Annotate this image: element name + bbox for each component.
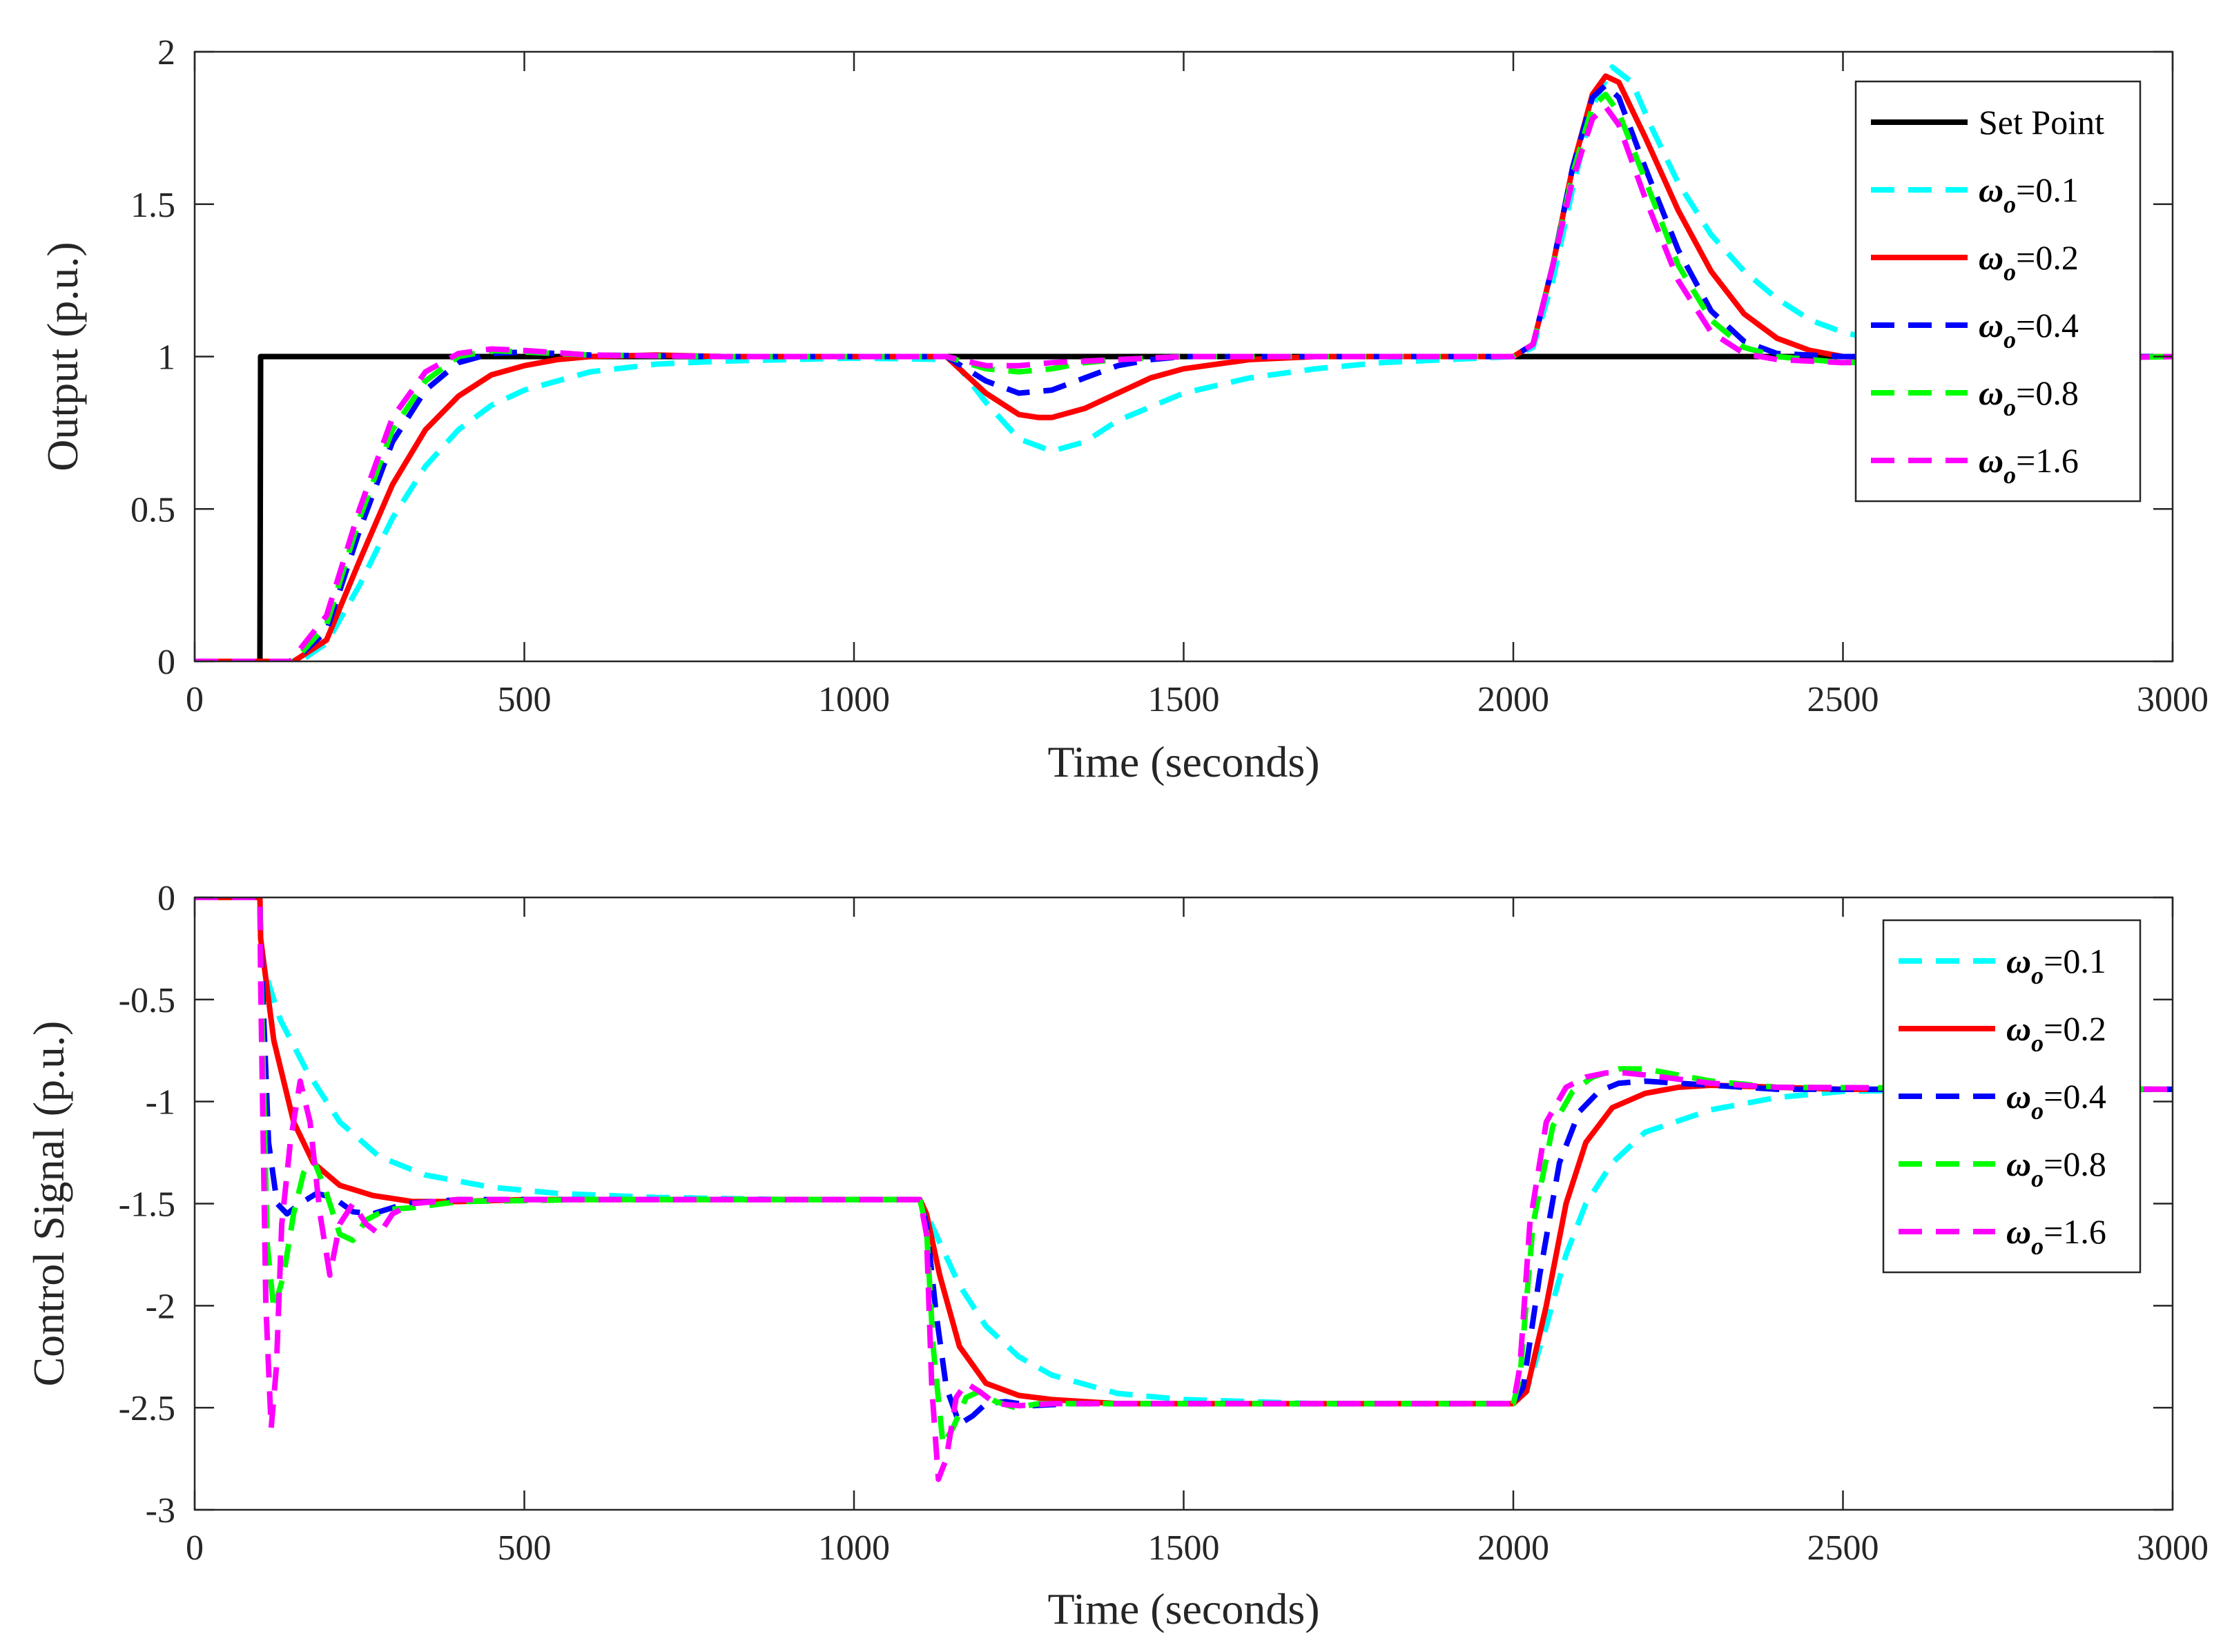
series-line: [195, 897, 2173, 1407]
series-line: [195, 73, 2173, 661]
x-tick-label: 2500: [1807, 680, 1879, 719]
series-group: [195, 64, 2173, 661]
y-tick-label: 1.5: [130, 186, 175, 225]
series-line: [195, 104, 2173, 661]
omega-symbol: ω: [1979, 441, 2003, 480]
x-tick-label: 1000: [818, 680, 890, 719]
chart-1: 0 500 1000 1500 2000 2500 3000 0 0.5 1 1.5 2 Time (s…: [38, 33, 2209, 786]
plot-area: [195, 897, 2173, 1510]
legend-value: =0.4: [2016, 306, 2079, 344]
y-tick-label: -1: [146, 1083, 175, 1123]
legend-value: =0.1: [2044, 942, 2106, 980]
legend-value: =0.2: [2016, 238, 2079, 277]
legend-box: [1854, 80, 2142, 503]
legend-entry: ωo=0.2: [1979, 238, 2079, 286]
omega-subscript: o: [2031, 962, 2044, 989]
y-tick-label: -1.5: [119, 1185, 175, 1225]
legend-entry: Set Point: [1979, 103, 2104, 142]
omega-subscript: o: [2031, 1029, 2044, 1057]
series-line: [195, 64, 2173, 661]
y-tick-label: -3: [146, 1491, 175, 1530]
legend-entry: ωo=0.1: [1979, 171, 2079, 218]
legend-entry: ωo=0.4: [2006, 1077, 2106, 1125]
y-axis-label: Control Signal (p.u.): [24, 1021, 73, 1387]
y-tick-label: 1: [157, 338, 175, 378]
legend-entry: ωo=0.8: [2006, 1145, 2106, 1192]
omega-subscript: o: [2031, 1232, 2044, 1260]
x-tick-label: 2000: [1477, 680, 1549, 719]
series-line: [195, 897, 2173, 1482]
legend-entry: ωo=0.1: [2006, 942, 2106, 989]
legend-entry: ωo=1.6: [1979, 441, 2079, 489]
y-axis-label: Output (p.u.): [38, 242, 87, 471]
legend-value: =1.6: [2044, 1212, 2106, 1251]
series-line: [195, 82, 2173, 661]
legend-entry: ωo=0.2: [2006, 1009, 2106, 1057]
legend-value: =1.6: [2016, 441, 2079, 480]
legend-value: =0.2: [2044, 1009, 2106, 1048]
omega-symbol: ω: [1979, 306, 2003, 344]
legend-entry: ωo=0.4: [1979, 306, 2079, 353]
x-axis-label: Time (seconds): [1047, 737, 1319, 786]
series-group: [195, 897, 2173, 1482]
x-tick-label: 2000: [1477, 1528, 1549, 1568]
x-tick-label: 1500: [1148, 1528, 1220, 1568]
legend: ωo=0.1ωo=0.2ωo=0.4ωo=0.8ωo=1.6: [1882, 919, 2142, 1274]
omega-subscript: o: [2003, 258, 2016, 286]
omega-subscript: o: [2003, 326, 2016, 353]
omega-symbol: ω: [1979, 171, 2003, 209]
x-tick-label: 3000: [2137, 1528, 2209, 1568]
y-tick-label: -2: [146, 1287, 175, 1326]
omega-subscript: o: [2003, 393, 2016, 421]
x-tick-label: 500: [498, 680, 552, 719]
y-tick-label: -0.5: [119, 981, 175, 1020]
legend-value: =0.8: [2016, 373, 2079, 412]
y-tick-label: 2: [157, 33, 175, 72]
x-tick-label: 3000: [2137, 680, 2209, 719]
legend-value: =0.4: [2044, 1077, 2106, 1116]
x-axis-label: Time (seconds): [1047, 1584, 1319, 1633]
omega-symbol: ω: [1979, 373, 2003, 412]
omega-subscript: o: [2003, 191, 2016, 218]
omega-symbol: ω: [2006, 1009, 2031, 1048]
chart-2: 0 500 1000 1500 2000 2500 3000 -3 -2.5 -2 -1.5 -1 -0…: [24, 879, 2209, 1633]
x-tick-label: 1000: [818, 1528, 890, 1568]
y-tick-label: 0: [157, 879, 175, 918]
y-tick-label: 0.5: [130, 490, 175, 529]
series-line: [195, 897, 2173, 1407]
omega-subscript: o: [2031, 1097, 2044, 1125]
legend-value: =0.1: [2016, 171, 2079, 209]
x-tick-label: 1500: [1148, 680, 1220, 719]
omega-subscript: o: [2031, 1165, 2044, 1192]
omega-subscript: o: [2003, 461, 2016, 489]
omega-symbol: ω: [2006, 1077, 2031, 1116]
omega-symbol: ω: [2006, 942, 2031, 980]
legend-value: =0.8: [2044, 1145, 2106, 1183]
x-tick-label: 2500: [1807, 1528, 1879, 1568]
legend-entry: ωo=0.8: [1979, 373, 2079, 421]
legend-box: [1882, 919, 2142, 1274]
omega-symbol: ω: [1979, 238, 2003, 277]
y-tick-label: 0: [157, 643, 175, 682]
x-tick-label: 500: [498, 1528, 552, 1568]
omega-symbol: ω: [2006, 1212, 2031, 1251]
y-tick-label: -2.5: [119, 1389, 175, 1428]
x-tick-label: 0: [186, 680, 204, 719]
series-line: [195, 897, 2173, 1448]
x-tick-label: 0: [186, 1528, 204, 1568]
omega-symbol: ω: [2006, 1145, 2031, 1183]
legend-entry: ωo=1.6: [2006, 1212, 2106, 1260]
